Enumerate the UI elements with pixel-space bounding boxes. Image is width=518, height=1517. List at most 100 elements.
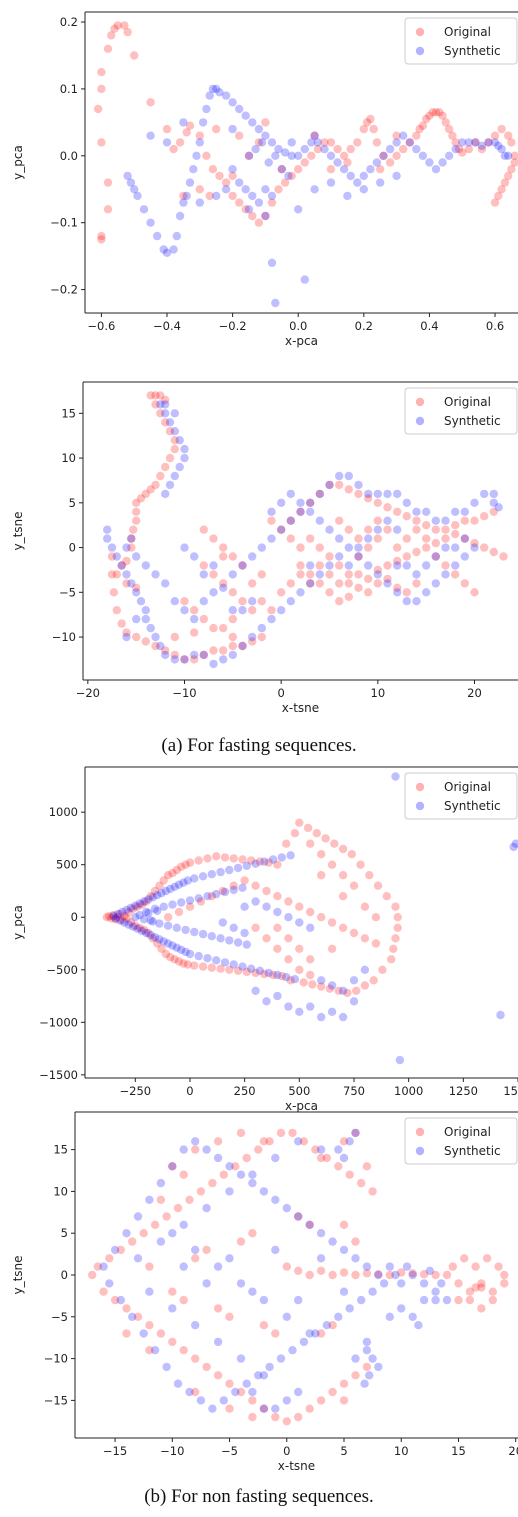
point-synthetic [316,1145,326,1154]
point-original [510,158,518,167]
point-original [374,1270,383,1279]
point-original [257,570,266,579]
point-synthetic [490,138,500,147]
point-original [157,944,166,953]
point-original [282,839,291,848]
point-synthetic [460,552,469,561]
point-original [369,976,378,985]
y-tick-label: −10 [52,630,76,644]
point-synthetic [509,842,518,852]
chart-1-fasting-pca: −0.6 −0.4 −0.2 0.0 0.2 0.4 0.6 −0.2 −0.1 0.0 0.1 0.… [11,11,518,348]
point-original [194,856,203,865]
point-original [419,1270,429,1279]
point-original [320,138,329,147]
point-synthetic [103,525,112,534]
point-synthetic [179,1262,188,1271]
legend-marker-synthetic [415,416,425,426]
point-synthetic [122,905,131,915]
point-synthetic [419,1295,429,1305]
point-synthetic [185,896,195,905]
point-synthetic [241,185,250,194]
point-original [262,886,271,896]
point-original [228,614,237,624]
x-tick-label: −0.6 [87,319,115,333]
point-synthetic [296,498,305,507]
point-original [103,178,113,187]
legend-box [404,387,518,435]
point-synthetic [159,937,168,946]
point-synthetic [141,606,150,615]
point-synthetic [150,933,160,942]
point-original [159,876,168,885]
point-original [296,570,305,579]
point-synthetic [190,927,199,937]
point-synthetic [190,552,199,561]
point-original [351,1237,360,1246]
point-synthetic [271,1153,280,1163]
legend: Original Synthetic [404,1117,518,1165]
point-original [280,178,290,187]
point-original [219,552,228,561]
point-original [248,211,257,221]
point-synthetic [145,1195,154,1204]
point-original [335,516,344,525]
point-synthetic [221,185,231,194]
point-original [488,1287,497,1296]
point-synthetic [251,859,260,868]
point-synthetic [451,561,460,570]
point-synthetic [148,917,157,926]
point-original [385,1270,394,1280]
point-original [122,556,131,566]
point-synthetic [163,921,173,930]
point-synthetic [213,1153,223,1163]
point-synthetic [254,1371,263,1380]
point-synthetic [156,400,165,409]
point-original [354,583,363,592]
point-synthetic [267,507,276,516]
point-synthetic [150,1346,160,1355]
point-original [181,860,190,869]
point-synthetic [207,870,216,879]
point-synthetic [199,570,208,579]
point-original [141,637,150,646]
point-original [225,965,234,974]
point-original [441,118,450,127]
point-original [402,552,411,561]
point-synthetic [351,1254,360,1263]
point-original [191,1354,200,1363]
point-synthetic [195,198,204,207]
point-original [500,178,510,187]
point-original [431,552,440,561]
point-synthetic [198,929,208,939]
point-synthetic [205,91,214,100]
point-original [284,934,293,943]
point-synthetic [343,191,352,201]
point-synthetic [372,158,382,167]
point-synthetic [261,211,270,221]
point-synthetic [431,552,440,561]
point-synthetic [132,552,141,561]
point-synthetic [170,409,179,418]
point-original [195,185,204,194]
point-original [228,641,237,651]
point-synthetic [267,138,277,147]
point-synthetic [255,966,265,975]
point-synthetic [242,861,251,870]
point-original [306,498,315,507]
x-tick-label: 1000 [394,1084,423,1098]
point-synthetic [431,579,440,588]
point-original [221,178,231,187]
point-original [248,579,257,588]
point-original [199,650,208,660]
point-synthetic [353,178,362,187]
point-synthetic [235,178,244,187]
point-synthetic [264,968,273,978]
point-original [383,574,392,584]
point-synthetic [306,561,315,570]
y-axis-label: y_pca [11,905,25,940]
point-synthetic [306,507,315,516]
point-original [155,881,164,890]
point-synthetic [511,839,518,848]
point-synthetic [162,248,172,257]
point-synthetic [192,151,201,160]
